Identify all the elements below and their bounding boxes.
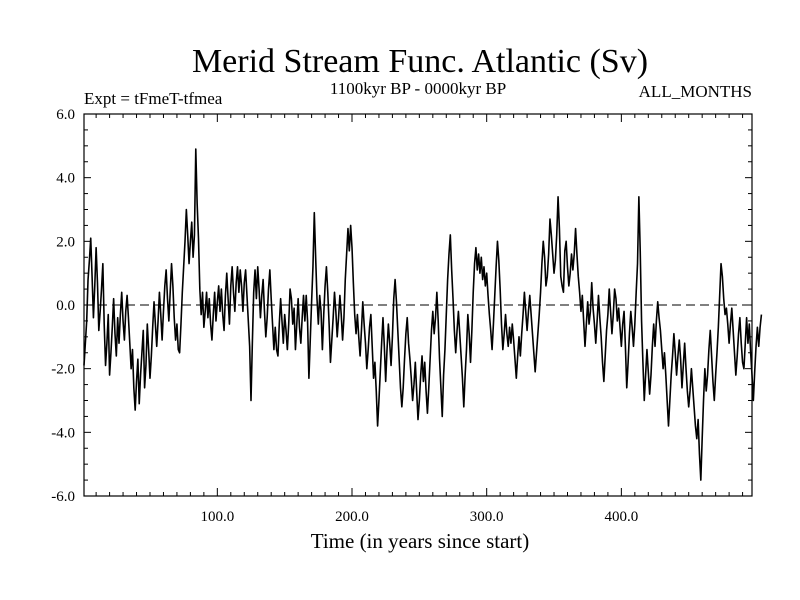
plot-frame [83,113,753,497]
y-tick-label: 2.0 [56,234,75,250]
y-tick-label: 6.0 [56,107,75,123]
subtitle-center: 1100kyr BP - 0000kyr BP [330,79,506,98]
y-tick-label: -2.0 [51,362,75,378]
x-tick-label: 300.0 [470,509,504,525]
x-tick-label: 400.0 [604,509,638,525]
y-tick-label: 4.0 [56,171,75,187]
y-tick-label: -4.0 [51,425,75,441]
subtitle-right: ALL_MONTHS [639,82,752,101]
x-tick-label: 100.0 [200,509,234,525]
x-axis-label: Time (in years since start) [311,529,530,553]
series-line-0 [83,148,763,481]
x-axis-ticks: 100.0 200.0 300.0 400.0 [95,114,744,525]
y-tick-label: -6.0 [51,489,75,505]
chart-title: Merid Stream Func. Atlantic (Sv) [192,43,648,80]
subtitle-left: Expt = tFmeT-tfmea [84,89,223,108]
plot-content [83,148,763,481]
y-tick-label: 0.0 [56,298,75,314]
y-axis-ticks: -6.0 -4.0 -2.0 0.0 2.0 4.0 6.0 [51,107,752,505]
x-tick-label: 200.0 [335,509,369,525]
